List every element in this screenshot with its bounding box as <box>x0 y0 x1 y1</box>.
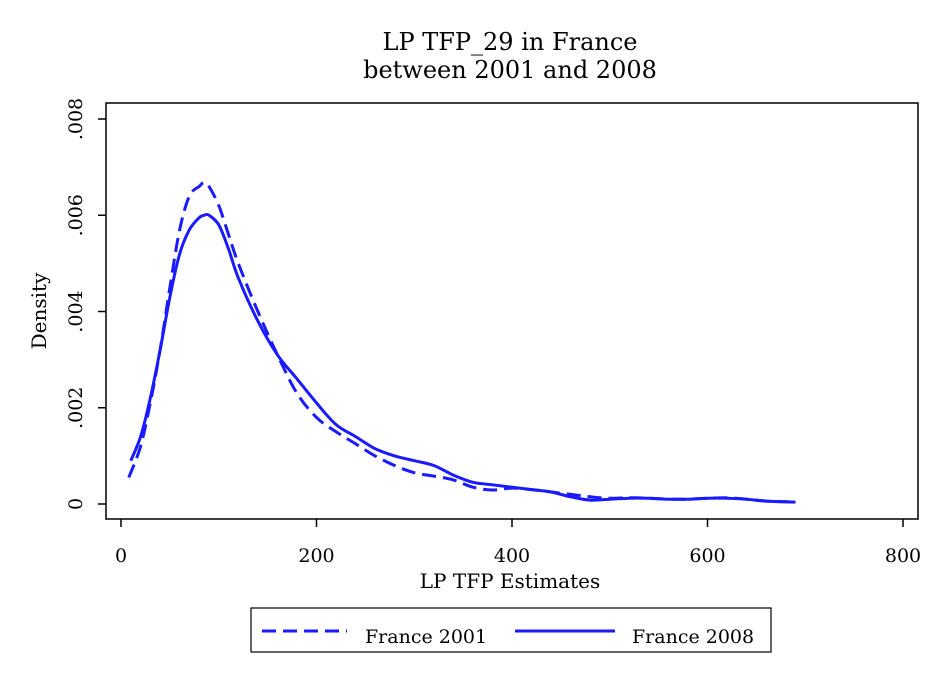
series-line-france-2001 <box>127 181 796 504</box>
y-tick-label: .008 <box>65 98 87 140</box>
x-axis: 0 200 400 600 800 <box>115 519 921 567</box>
chart-title: LP TFP_29 in France <box>383 28 638 56</box>
y-axis-title: Density <box>27 272 51 349</box>
x-tick-label: 0 <box>115 545 127 567</box>
x-tick-label: 600 <box>689 545 725 567</box>
chart-subtitle: between 2001 and 2008 <box>363 56 657 84</box>
legend-label-france-2008: France 2008 <box>632 626 754 648</box>
y-tick-label: .004 <box>65 290 87 332</box>
plot-frame <box>105 102 919 520</box>
series-line-france-2008 <box>129 212 796 504</box>
x-tick-label: 400 <box>494 545 530 567</box>
legend: France 2001 France 2008 <box>250 607 772 653</box>
x-tick-label: 200 <box>298 545 334 567</box>
y-tick-label: 0 <box>65 498 87 510</box>
legend-box <box>250 607 772 653</box>
x-tick-label: 800 <box>885 545 921 567</box>
series-group <box>127 181 796 504</box>
y-tick-label: .002 <box>65 387 87 429</box>
y-axis: 0 .002 .004 .006 .008 <box>65 98 106 510</box>
x-axis-title: LP TFP Estimates <box>420 569 600 593</box>
legend-label-france-2001: France 2001 <box>365 626 487 648</box>
y-tick-label: .006 <box>65 194 87 236</box>
